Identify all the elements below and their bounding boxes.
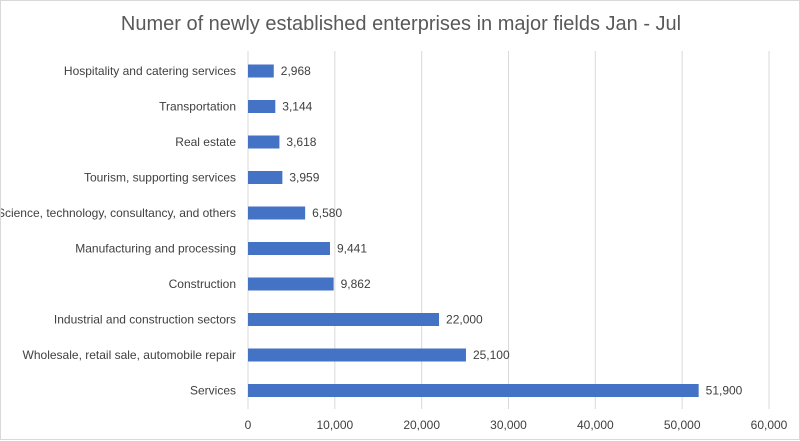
category-label: Services	[190, 384, 236, 398]
data-label: 3,618	[286, 135, 316, 149]
data-label: 3,144	[282, 100, 312, 114]
bar	[248, 384, 699, 397]
data-label: 3,959	[289, 171, 319, 185]
bars	[248, 64, 699, 397]
x-tick-label: 0	[245, 418, 252, 432]
bar	[248, 135, 280, 149]
labels: 0 10,000 20,000 30,000 40,000 50,000 60,000 Hos…	[1, 64, 788, 432]
data-label: 6,580	[312, 206, 342, 220]
x-tick-label: 50,000	[664, 418, 701, 432]
bar	[248, 64, 274, 78]
x-tick-label: 30,000	[490, 418, 527, 432]
category-label: Wholesale, retail sale, automobile repai…	[23, 348, 236, 362]
bar	[248, 313, 440, 326]
bar	[248, 277, 334, 291]
category-label: Construction	[169, 277, 236, 291]
bar	[248, 348, 466, 362]
data-label: 51,900	[706, 384, 743, 398]
data-label: 9,441	[337, 242, 367, 256]
data-label: 22,000	[446, 313, 483, 327]
data-label: 25,100	[473, 348, 510, 362]
bar	[248, 100, 276, 113]
data-label: 9,862	[341, 277, 371, 291]
x-tick-label: 10,000	[316, 418, 353, 432]
bar	[248, 206, 306, 220]
category-label: Manufacturing and processing	[75, 242, 236, 256]
category-label: Tourism, supporting services	[84, 171, 236, 185]
category-label: Hospitality and catering services	[64, 64, 236, 78]
category-label: Real estate	[175, 135, 236, 149]
chart-title: Numer of newly established enterprises i…	[120, 13, 682, 35]
category-label: Transportation	[159, 100, 236, 114]
x-tick-label: 40,000	[577, 418, 614, 432]
data-label: 2,968	[281, 64, 311, 78]
bar	[248, 242, 330, 255]
x-tick-label: 60,000	[751, 418, 788, 432]
category-label: Science, technology, consultancy, and ot…	[1, 206, 236, 220]
bar	[248, 171, 283, 184]
x-tick-label: 20,000	[403, 418, 440, 432]
category-label: Industrial and construction sectors	[54, 313, 236, 327]
